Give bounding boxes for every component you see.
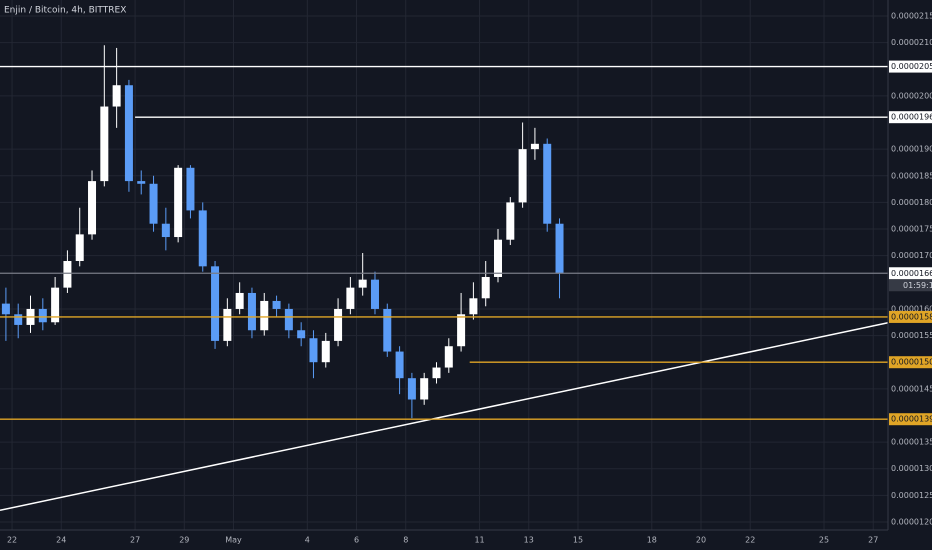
candle-body bbox=[211, 266, 220, 341]
level-label-box bbox=[889, 413, 932, 426]
candle-body bbox=[334, 308, 343, 341]
level-label-box bbox=[889, 111, 932, 124]
candle-body bbox=[88, 181, 97, 235]
level-label-box bbox=[889, 356, 932, 369]
candle-body bbox=[63, 261, 72, 288]
x-tick-label: 13 bbox=[524, 536, 534, 545]
candle-body bbox=[530, 143, 539, 150]
x-tick-label: 20 bbox=[696, 536, 706, 545]
level-label-box bbox=[889, 267, 932, 280]
candle-body bbox=[174, 167, 183, 238]
candle-body bbox=[112, 85, 121, 107]
candle-body bbox=[346, 287, 355, 309]
candle-body bbox=[444, 346, 453, 368]
countdown-box bbox=[889, 279, 932, 292]
candle-body bbox=[198, 210, 207, 267]
candle-body bbox=[260, 300, 269, 331]
candle-body bbox=[247, 292, 256, 331]
x-tick-label: 22 bbox=[7, 536, 17, 545]
candle-body bbox=[370, 279, 379, 309]
candle-body bbox=[518, 149, 527, 203]
candle-body bbox=[321, 340, 330, 363]
candle-body bbox=[161, 223, 170, 238]
candle-body bbox=[100, 106, 109, 182]
trendline bbox=[0, 322, 889, 512]
candle-body bbox=[432, 367, 441, 379]
candle-body bbox=[494, 239, 503, 277]
x-tick-label: 27 bbox=[868, 536, 878, 545]
candle-body bbox=[235, 292, 244, 309]
candle-body bbox=[1, 303, 10, 315]
x-tick-label: 24 bbox=[56, 536, 66, 545]
candle-body bbox=[223, 308, 232, 341]
candle-body bbox=[51, 287, 60, 323]
candle-body bbox=[272, 300, 281, 309]
candle-body bbox=[420, 378, 429, 400]
candle-body bbox=[124, 85, 133, 182]
level-label-box bbox=[889, 60, 932, 73]
x-tick-label: May bbox=[225, 536, 242, 545]
level-label: 0.00002055 bbox=[891, 62, 932, 71]
candle-body bbox=[506, 202, 515, 240]
x-tick-label: 4 bbox=[305, 536, 310, 545]
candle-body bbox=[407, 378, 416, 400]
candle-body bbox=[149, 183, 158, 224]
candle-body bbox=[395, 351, 404, 379]
candle-body bbox=[137, 181, 146, 184]
candle-body bbox=[543, 143, 552, 224]
candle-body bbox=[555, 223, 564, 274]
candle-body bbox=[14, 314, 23, 325]
candle-body bbox=[481, 276, 490, 299]
candle-body bbox=[457, 314, 466, 347]
candle-body bbox=[383, 308, 392, 352]
candle-body bbox=[75, 234, 84, 262]
x-tick-label: 6 bbox=[354, 536, 359, 545]
level-label: 0.00001393 bbox=[891, 415, 932, 424]
candle-body bbox=[469, 298, 478, 315]
x-tick-label: 29 bbox=[179, 536, 189, 545]
candle-body bbox=[186, 167, 195, 211]
level-label: 0.00001667 bbox=[891, 269, 932, 278]
candle-body bbox=[358, 279, 367, 288]
x-tick-label: 27 bbox=[130, 536, 140, 545]
candle-body bbox=[309, 338, 318, 363]
x-tick-label: 8 bbox=[403, 536, 408, 545]
candle-body bbox=[38, 308, 47, 323]
x-tick-label: 15 bbox=[573, 536, 583, 545]
x-tick-label: 25 bbox=[819, 536, 829, 545]
x-tick-label: 22 bbox=[745, 536, 755, 545]
level-label: 0.00001585 bbox=[891, 312, 932, 321]
chart-title: Enjin / Bitcoin, 4h, BITTREX bbox=[4, 6, 126, 16]
candle-body bbox=[297, 330, 306, 339]
x-tick-label: 11 bbox=[474, 536, 484, 545]
level-label-box bbox=[889, 310, 932, 323]
candle-body bbox=[284, 308, 293, 331]
countdown: 01:59:15 bbox=[903, 281, 932, 290]
x-tick-label: 18 bbox=[647, 536, 657, 545]
